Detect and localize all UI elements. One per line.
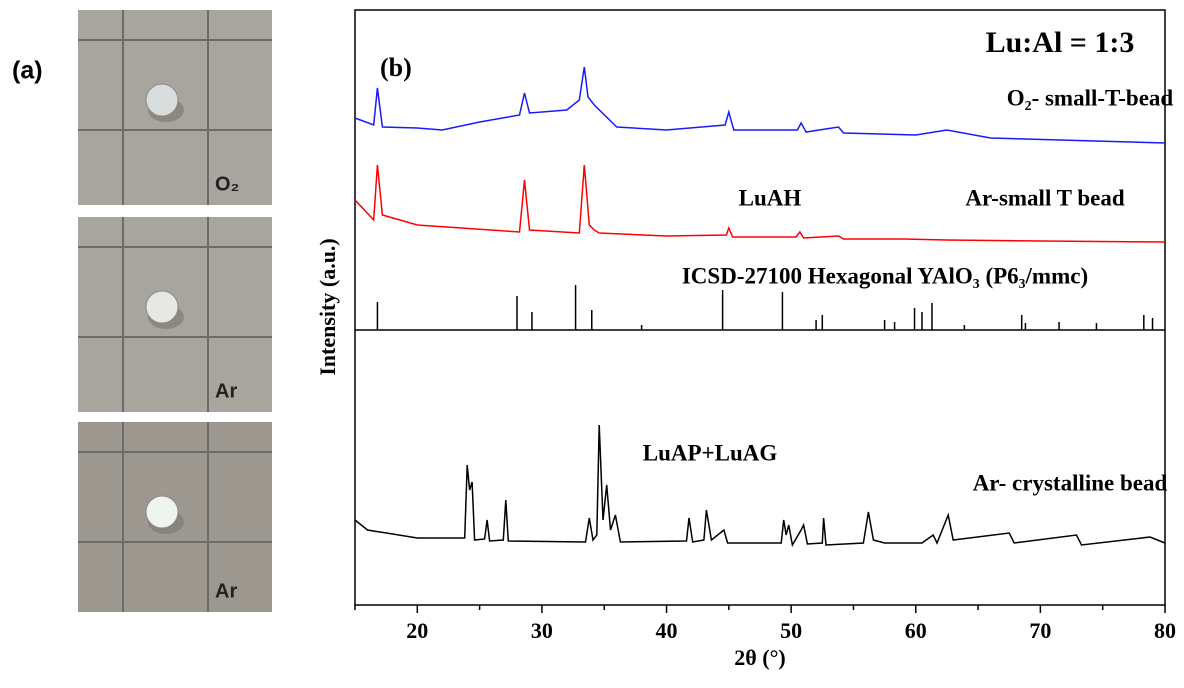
annotation: ICSD-27100 Hexagonal YAlO₃ (P6₃/mmc)	[682, 263, 1088, 288]
series-label: O₂- small-T-bead	[1007, 85, 1174, 110]
photo: O₂	[78, 10, 272, 205]
photo-label: Ar	[215, 580, 237, 602]
x-tick-label: 60	[905, 618, 927, 643]
x-tick-label: 30	[531, 618, 553, 643]
annotation: LuAH	[739, 185, 802, 210]
photo-label: Ar	[215, 380, 237, 402]
series-label: Ar- crystalline bead	[973, 470, 1168, 495]
plot-frame	[354, 9, 1166, 606]
panel-label: (b)	[380, 53, 412, 82]
x-tick-label: 80	[1154, 618, 1176, 643]
xrd-line	[354, 424, 1166, 548]
photo: Ar	[78, 422, 272, 612]
xrd-line	[354, 66, 1166, 144]
series-label: Ar-small T bead	[965, 185, 1125, 210]
bead	[145, 83, 179, 117]
x-tick-label: 70	[1029, 618, 1051, 643]
photo: Ar	[78, 217, 272, 412]
annotation: Lu:Al = 1:3	[986, 26, 1135, 59]
xrd-line	[354, 164, 1166, 243]
bead	[145, 495, 179, 529]
x-tick-label: 40	[656, 618, 678, 643]
x-axis-label: 2θ (°)	[734, 645, 785, 670]
photo-label: O₂	[215, 173, 239, 195]
annotation: LuAP+LuAG	[643, 440, 778, 465]
y-axis-label: Intensity (a.u.)	[315, 238, 340, 376]
panel-label: (a)	[12, 57, 43, 85]
bead	[145, 290, 179, 324]
x-tick-label: 50	[780, 618, 802, 643]
x-tick-label: 20	[406, 618, 428, 643]
